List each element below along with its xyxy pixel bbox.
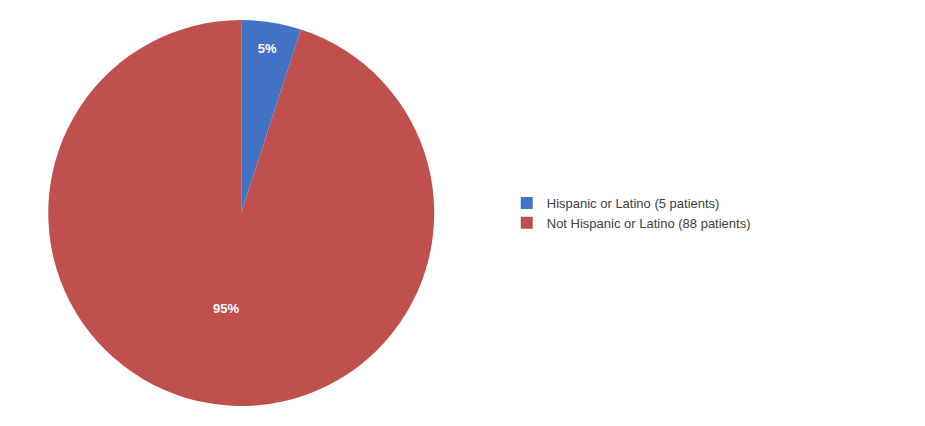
svg-text:Not Hispanic or Latino (88 pat: Not Hispanic or Latino (88 patients) <box>547 216 751 231</box>
svg-text:5%: 5% <box>258 41 277 56</box>
svg-text:95%: 95% <box>213 301 239 316</box>
svg-text:Hispanic or Latino (5 patients: Hispanic or Latino (5 patients) <box>547 196 720 211</box>
